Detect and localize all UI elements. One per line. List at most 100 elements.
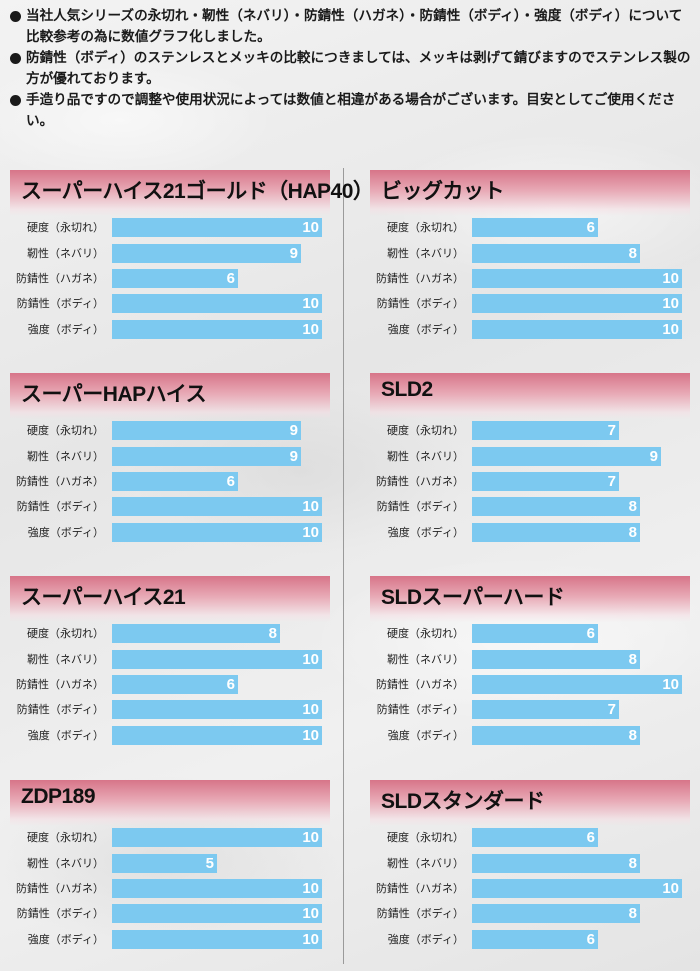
category-label: 靭性（ネバリ） — [387, 450, 464, 463]
bar-track: 10 — [472, 879, 682, 898]
category-label: 防錆性（ハガネ） — [16, 678, 104, 691]
category-label: 防錆性（ハガネ） — [16, 272, 104, 285]
bar: 9 — [112, 244, 301, 263]
bar: 10 — [112, 904, 322, 923]
metric-row: 靭性（ネバリ） 5 — [10, 854, 330, 873]
metric-row: 硬度（永切れ） 6 — [370, 828, 690, 847]
category-label: 靭性（ネバリ） — [387, 857, 464, 870]
category-label: 防錆性（ボディ） — [376, 703, 464, 716]
bar-value-label: 8 — [628, 245, 637, 262]
metric-row: 防錆性（ハガネ） 10 — [10, 879, 330, 898]
category-label: 靭性（ネバリ） — [387, 247, 464, 260]
bar: 10 — [112, 930, 322, 949]
category-label: 強度（ボディ） — [387, 526, 464, 539]
bar-value-label: 10 — [662, 295, 679, 312]
metric-row: 防錆性（ボディ） 8 — [370, 497, 690, 516]
note-item: 手造り品ですので調整や使用状況によっては数値と相違がある場合がございます。目安と… — [10, 90, 694, 132]
category-label: 防錆性（ハガネ） — [376, 475, 464, 488]
bar-track: 7 — [472, 472, 682, 491]
bar-track: 6 — [472, 828, 682, 847]
chart-panel: スーパーハイス21ゴールド（HAP40） 硬度（永切れ） 10 靭性（ネバリ） 9 防錆性… — [10, 170, 374, 355]
bar-value-label: 6 — [586, 625, 595, 642]
bar-track: 10 — [472, 294, 682, 313]
category-label: 硬度（永切れ） — [387, 627, 464, 640]
bar-track: 10 — [472, 320, 682, 339]
metric-row: 防錆性（ボディ） 10 — [10, 700, 330, 719]
bar-track: 7 — [472, 421, 682, 440]
chart-title: ビッグカット — [381, 180, 505, 203]
metric-row: 強度（ボディ） 10 — [10, 523, 330, 542]
category-label: 防錆性（ハガネ） — [376, 272, 464, 285]
chart-header — [10, 373, 330, 419]
bar-value-label: 6 — [226, 473, 235, 490]
metric-row: 硬度（永切れ） 7 — [370, 421, 690, 440]
bar-value-label: 6 — [226, 676, 235, 693]
category-label: 靭性（ネバリ） — [27, 247, 104, 260]
bar-track: 10 — [112, 904, 322, 923]
bar-value-label: 8 — [628, 727, 637, 744]
category-label: 防錆性（ボディ） — [16, 297, 104, 310]
bar-value-label: 8 — [628, 855, 637, 872]
category-label: 強度（ボディ） — [387, 933, 464, 946]
bar-value-label: 9 — [649, 448, 658, 465]
metric-row: 靭性（ネバリ） 10 — [10, 650, 330, 669]
category-label: 防錆性（ボディ） — [376, 907, 464, 920]
chart-header — [10, 576, 330, 622]
chart-title: スーパーHAPハイス — [21, 383, 207, 406]
bar: 8 — [112, 624, 280, 643]
bar-value-label: 10 — [662, 321, 679, 338]
bar-track: 10 — [112, 320, 322, 339]
bar: 6 — [472, 828, 598, 847]
bar-track: 10 — [112, 828, 322, 847]
bar: 8 — [472, 650, 640, 669]
chart-title: SLDスタンダード — [381, 790, 545, 813]
chart-header — [370, 576, 690, 622]
bar-track: 10 — [112, 726, 322, 745]
chart-panel: ZDP189 硬度（永切れ） 10 靭性（ネバリ） 5 防錆性（ハガネ） 10 防錆性（ボディ… — [10, 780, 330, 965]
bar: 5 — [112, 854, 217, 873]
bar-value-label: 10 — [302, 905, 319, 922]
bar-track: 8 — [112, 624, 322, 643]
bar-track: 6 — [472, 218, 682, 237]
bar: 10 — [112, 879, 322, 898]
bar-track: 6 — [472, 930, 682, 949]
metric-row: 強度（ボディ） 6 — [370, 930, 690, 949]
bar: 7 — [472, 421, 619, 440]
metric-row: 強度（ボディ） 10 — [10, 726, 330, 745]
category-label: 強度（ボディ） — [27, 323, 104, 336]
bar: 10 — [112, 497, 322, 516]
bar-track: 8 — [472, 854, 682, 873]
bar: 6 — [112, 675, 238, 694]
bar-track: 10 — [112, 497, 322, 516]
bar-value-label: 10 — [662, 880, 679, 897]
metric-row: 硬度（永切れ） 10 — [10, 218, 330, 237]
metric-row: 靭性（ネバリ） 9 — [370, 447, 690, 466]
bar-value-label: 5 — [205, 855, 214, 872]
bar-value-label: 6 — [226, 270, 235, 287]
bar: 10 — [112, 828, 322, 847]
bar-value-label: 10 — [302, 727, 319, 744]
bar-value-label: 10 — [662, 270, 679, 287]
bar: 10 — [472, 879, 682, 898]
bar-value-label: 10 — [302, 829, 319, 846]
bar-track: 10 — [112, 879, 322, 898]
category-label: 硬度（永切れ） — [387, 831, 464, 844]
metric-row: 防錆性（ハガネ） 10 — [370, 269, 690, 288]
bar-track: 10 — [472, 675, 682, 694]
category-label: 硬度（永切れ） — [27, 221, 104, 234]
chart-panel: スーパーハイス21 硬度（永切れ） 8 靭性（ネバリ） 10 防錆性（ハガネ） 6 防錆性（ボ… — [10, 576, 330, 761]
chart-title: ZDP189 — [21, 785, 96, 808]
metric-row: 靭性（ネバリ） 8 — [370, 854, 690, 873]
category-label: 防錆性（ハガネ） — [376, 882, 464, 895]
bar-value-label: 9 — [289, 245, 298, 262]
metric-row: 防錆性（ボディ） 10 — [10, 497, 330, 516]
metric-row: 防錆性（ハガネ） 6 — [10, 675, 330, 694]
metric-row: 強度（ボディ） 8 — [370, 523, 690, 542]
note-item: 当社人気シリーズの永切れ・靭性（ネバリ）・防錆性（ハガネ）・防錆性（ボディ）・強… — [10, 6, 694, 48]
category-label: 強度（ボディ） — [27, 526, 104, 539]
bar: 10 — [472, 294, 682, 313]
chart-title: スーパーハイス21 — [21, 586, 186, 609]
bar: 8 — [472, 854, 640, 873]
bar-value-label: 8 — [268, 625, 277, 642]
chart-header — [10, 780, 330, 826]
